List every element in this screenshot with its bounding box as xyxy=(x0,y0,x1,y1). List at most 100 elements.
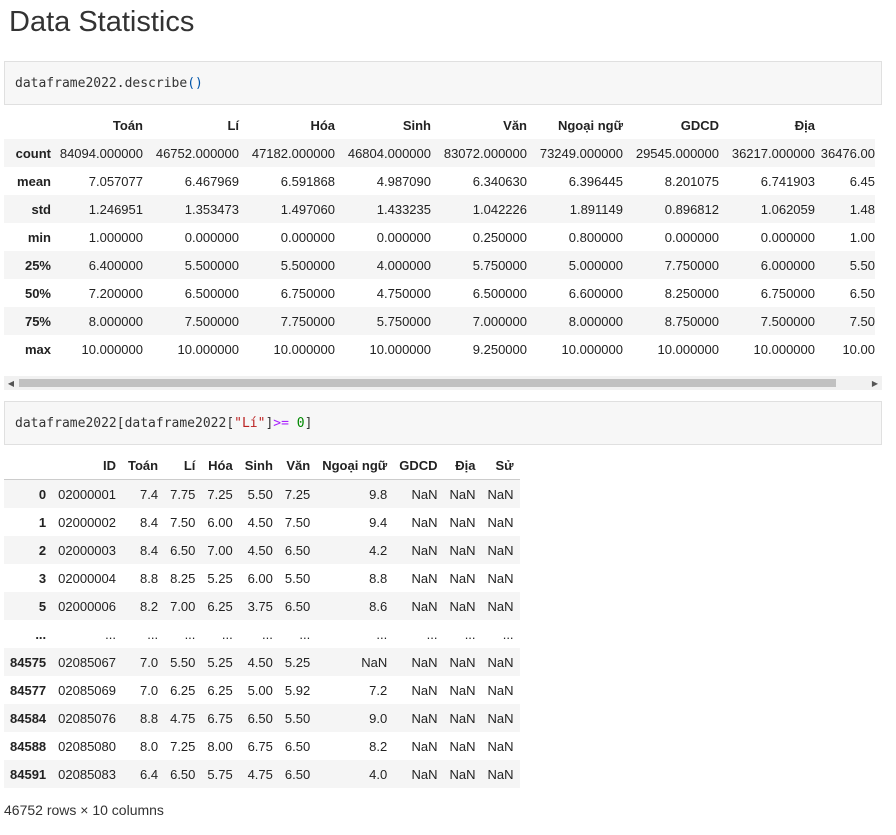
describe-cell: 5.750000 xyxy=(376,313,431,329)
describe-column-header: Ngoại ngữ xyxy=(557,117,623,133)
describe-cell: 7.000000 xyxy=(472,313,527,329)
horizontal-scrollbar[interactable]: ◀ ▶ xyxy=(4,376,882,390)
table-row: 0 02000001 7.4 7.75 7.25 5.50 7.25 9.8 NaN NaN NaN xyxy=(4,479,520,508)
data-column-header: GDCD xyxy=(399,457,438,473)
data-cell: 5.50 xyxy=(170,654,196,670)
data-cell: ... xyxy=(299,626,311,642)
data-column-header: Văn xyxy=(286,457,311,473)
data-cell: 7.50 xyxy=(170,514,196,530)
data-cell: 4.75 xyxy=(247,766,273,782)
table-row: 2 02000003 8.4 6.50 7.00 4.50 6.50 4.2 NaN NaN NaN xyxy=(4,536,520,564)
data-cell: 9.8 xyxy=(369,486,388,502)
code-text: dataframe2022[dataframe2022[ xyxy=(15,415,235,431)
data-cell: ... xyxy=(221,626,233,642)
data-cell: NaN xyxy=(411,710,438,726)
describe-cell: 0.000000 xyxy=(664,229,719,245)
data-cell: 8.0 xyxy=(140,738,159,754)
describe-cell: 1.042226 xyxy=(472,201,527,217)
describe-cell: 46804.000000 xyxy=(347,145,431,161)
data-cell: 5.25 xyxy=(207,570,233,586)
scrollbar-thumb[interactable] xyxy=(19,379,836,387)
data-cell: NaN xyxy=(361,654,388,670)
data-cell: ... xyxy=(502,626,514,642)
data-cell: 02000003 xyxy=(58,542,116,558)
describe-cell: 0.000000 xyxy=(184,229,239,245)
describe-cell: 6.750000 xyxy=(280,285,335,301)
code-cell-filter[interactable]: dataframe2022[dataframe2022["Lí"] >= 0] xyxy=(4,401,882,445)
data-cell: ... xyxy=(262,626,273,642)
data-column-header: Sử xyxy=(495,457,514,473)
describe-cell: 9.250000 xyxy=(472,341,527,357)
data-row-index: 84584 xyxy=(10,710,47,726)
data-cell: NaN xyxy=(449,486,476,502)
describe-cell: 1.00 xyxy=(849,229,875,245)
describe-cell: 10.000000 xyxy=(273,341,335,357)
data-cell: NaN xyxy=(411,766,438,782)
table-row: 3 02000004 8.8 8.25 5.25 6.00 5.50 8.8 NaN NaN NaN xyxy=(4,564,520,592)
data-cell: 8.6 xyxy=(369,598,388,614)
data-cell: 5.00 xyxy=(247,682,273,698)
describe-cell: 6.600000 xyxy=(568,285,623,301)
code-string: "Lí" xyxy=(234,415,266,431)
data-cell: 8.8 xyxy=(140,710,159,726)
describe-row-label: count xyxy=(15,145,51,161)
data-cell: NaN xyxy=(411,570,438,586)
data-cell: 6.4 xyxy=(140,766,159,782)
data-cell: 8.2 xyxy=(369,738,388,754)
data-cell: 6.75 xyxy=(207,710,233,726)
describe-cell: 6.591868 xyxy=(280,173,335,189)
data-cell: NaN xyxy=(487,570,514,586)
data-row-index: 2 xyxy=(38,542,47,558)
data-cell: ... xyxy=(376,626,388,642)
describe-cell: 73249.000000 xyxy=(539,145,623,161)
data-cell: 8.00 xyxy=(207,738,233,754)
describe-cell: 6.45 xyxy=(849,173,875,189)
describe-cell: 47182.000000 xyxy=(251,145,335,161)
data-cell: 6.25 xyxy=(207,682,233,698)
table-row: 5 02000006 8.2 7.00 6.25 3.75 6.50 8.6 NaN NaN NaN xyxy=(4,592,520,620)
table-row: 84591 02085083 6.4 6.50 5.75 4.75 6.50 4.0 NaN Na… xyxy=(4,760,520,788)
describe-column-header: GDCD xyxy=(680,117,719,133)
describe-cell: 1.000000 xyxy=(88,229,143,245)
describe-cell: 0.896812 xyxy=(664,201,719,217)
describe-cell: 6.000000 xyxy=(760,257,815,273)
data-cell: NaN xyxy=(411,486,438,502)
describe-cell: 0.800000 xyxy=(568,229,623,245)
data-cell: 4.2 xyxy=(369,542,388,558)
describe-cell: 10.00 xyxy=(842,341,875,357)
data-cell: 5.50 xyxy=(247,486,273,502)
triangle-right-icon[interactable]: ▶ xyxy=(871,378,879,388)
table-row: 1 02000002 8.4 7.50 6.00 4.50 7.50 9.4 NaN NaN NaN xyxy=(4,508,520,536)
describe-row: 75% 8.000000 7.500000 7.750000 5.750000 7.000… xyxy=(4,307,875,335)
table-row: 84584 02085076 8.8 4.75 6.75 6.50 5.50 9.0 NaN Na… xyxy=(4,704,520,732)
data-row-index: 84577 xyxy=(10,682,47,698)
data-cell: 4.50 xyxy=(247,542,273,558)
data-cell: 7.75 xyxy=(170,486,196,502)
data-cell: 6.75 xyxy=(247,738,273,754)
data-cell: 02000002 xyxy=(58,514,116,530)
data-cell: 8.25 xyxy=(170,570,196,586)
data-cell: 7.00 xyxy=(207,542,233,558)
describe-cell: 1.48 xyxy=(849,201,875,217)
data-corner-header xyxy=(4,451,52,480)
code-text: ] xyxy=(304,415,313,431)
describe-cell: 83072.000000 xyxy=(443,145,527,161)
describe-output: Toán Lí Hóa Sinh Văn Ngoại ngữ GDCD Địa count 84… xyxy=(4,111,882,365)
data-cell: NaN xyxy=(487,486,514,502)
data-cell: 7.25 xyxy=(284,486,311,502)
dataframe-table: ID Toán Lí Hóa Sinh Văn Ngoại ngữ GDCD Địa Sử 0 02… xyxy=(4,451,520,788)
data-cell: 3.75 xyxy=(247,598,273,614)
data-cell: 6.50 xyxy=(284,542,311,558)
data-cell: 02085069 xyxy=(58,682,116,698)
code-cell-describe[interactable]: dataframe2022.describe() xyxy=(4,61,882,105)
data-cell: 5.25 xyxy=(284,654,311,670)
data-cell: 5.50 xyxy=(284,570,311,586)
data-cell: 7.25 xyxy=(207,486,233,502)
describe-cell: 6.400000 xyxy=(88,257,143,273)
data-column-header: ID xyxy=(103,457,116,473)
describe-cell: 7.200000 xyxy=(88,285,143,301)
triangle-left-icon[interactable]: ◀ xyxy=(7,378,15,388)
describe-row-label: max xyxy=(24,341,51,357)
describe-cell: 29545.000000 xyxy=(635,145,719,161)
data-cell: NaN xyxy=(449,514,476,530)
